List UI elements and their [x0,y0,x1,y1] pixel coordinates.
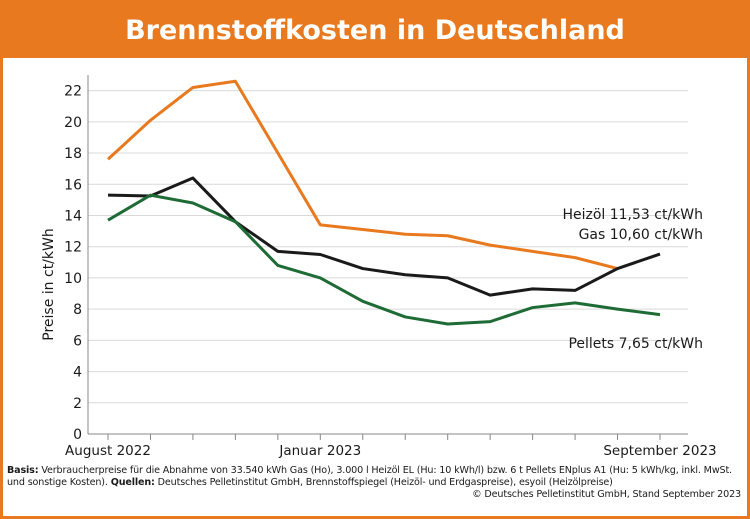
y-tick-label: 6 [73,333,82,349]
footer-text: Basis: Verbraucherpreise für die Abnahme… [7,465,741,489]
y-tick-label: 18 [64,146,82,162]
copyright: © Deutsches Pelletinstitut GmbH, Stand S… [472,489,741,500]
x-tick-label: September 2023 [603,443,716,459]
series-line [106,79,618,271]
annotation: Pellets 7,65 ct/kWh [568,336,703,352]
y-tick-label: 10 [64,271,82,287]
basis-label: Basis: [7,465,39,476]
y-tick-label: 22 [64,84,82,100]
annotation: Gas 10,60 ct/kWh [579,227,703,243]
chart: 0 2 4 6 8 10 12 14 16 18 20 22 Preise in ct/kWh Augus… [41,75,717,459]
y-tick-label: 0 [73,427,82,443]
y-tick-label: 20 [64,115,82,131]
y-tick-label: 2 [73,396,82,412]
x-tick-label: Januar 2023 [278,443,361,459]
footer: Basis: Verbraucherpreise für die Abnahme… [7,465,741,501]
quellen-text: Deutsches Pelletinstitut GmbH, Brennstof… [157,477,613,488]
basis-text: Verbraucherpreise für die Abnahme von 33… [7,465,732,488]
series-line [107,193,661,326]
series-line [107,176,661,297]
y-tick-label: 16 [64,177,82,193]
y-tick-label: 4 [73,365,82,381]
y-tick-label: 14 [64,208,82,224]
chart-title: Brennstoffkosten in Deutschland [3,3,747,58]
quellen-label: Quellen: [110,477,155,488]
y-tick-label: 12 [64,240,82,256]
annotation: Heizöl 11,53 ct/kWh [562,207,703,223]
y-tick-label: 8 [73,302,82,318]
y-axis-label: Preise in ct/kWh [41,228,57,340]
x-tick-label: August 2022 [65,443,151,459]
